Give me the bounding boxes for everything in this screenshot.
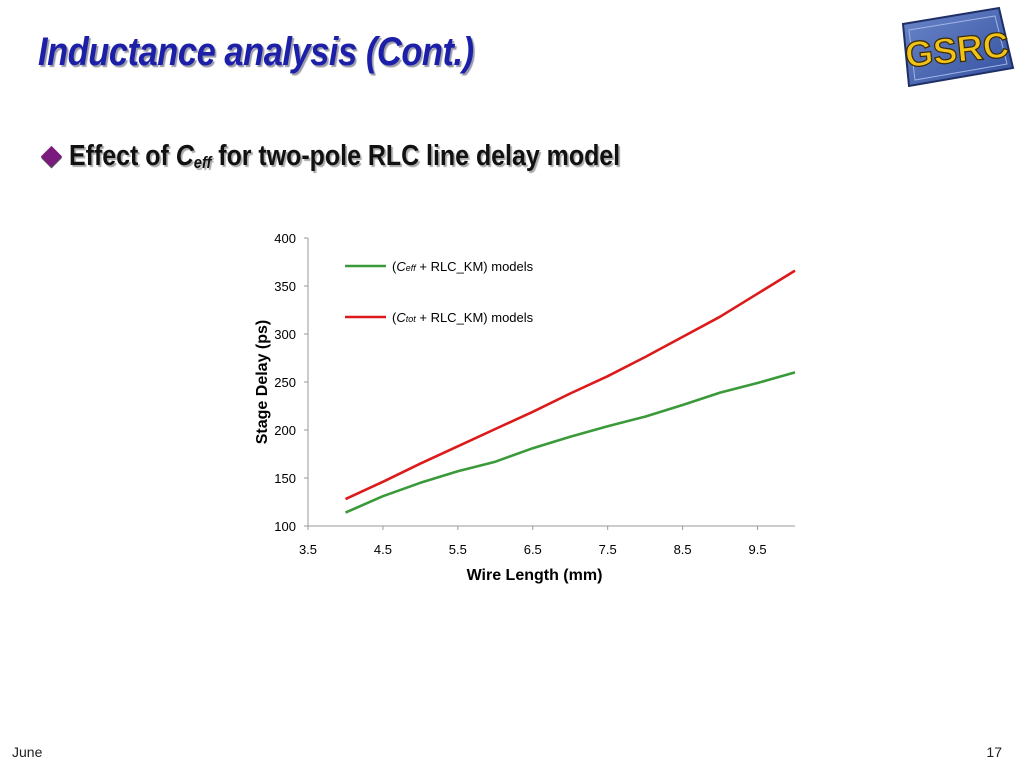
- y-axis-label: Stage Delay (ps): [254, 320, 271, 444]
- y-axis-ticks: 100 150 200 250 300 350 400: [274, 231, 308, 534]
- y-tick-label: 300: [274, 327, 296, 342]
- legend-name-prefix: (: [392, 310, 397, 325]
- legend-name-sub: tot: [406, 314, 417, 324]
- diamond-bullet-icon: [40, 145, 63, 167]
- x-tick-label: 6.5: [524, 542, 542, 557]
- y-tick-label: 400: [274, 231, 296, 246]
- legend-name-sub: eff: [406, 263, 418, 273]
- chart-axes: [307, 238, 795, 527]
- legend-name-suffix: + RLC_KM) models: [416, 259, 534, 274]
- series-line-tot: [344, 269, 796, 501]
- chart-legend: (Ceff + RLC_KM) models(Ctot + RLC_KM) mo…: [345, 259, 534, 325]
- series-line-eff: [344, 371, 796, 514]
- series-lines: [344, 269, 796, 514]
- bullet-text: Effect of Ceff for two-pole RLC line del…: [69, 140, 620, 173]
- x-tick-label: 8.5: [674, 542, 692, 557]
- legend-name-symbol: C: [396, 310, 406, 325]
- legend-name-symbol: C: [396, 259, 406, 274]
- y-tick-label: 250: [274, 375, 296, 390]
- footer-date: June: [12, 744, 43, 760]
- y-tick-label: 100: [274, 519, 296, 534]
- bullet-prefix: Effect of: [69, 139, 176, 172]
- bullet-suffix: for two-pole RLC line delay model: [211, 139, 621, 172]
- bullet-point: Effect of Ceff for two-pole RLC line del…: [40, 136, 710, 176]
- gsrc-logo: GSRC: [901, 6, 1015, 88]
- x-axis-label: Wire Length (mm): [467, 567, 603, 584]
- bullet-symbol: C: [175, 139, 194, 172]
- x-tick-label: 5.5: [449, 542, 467, 557]
- x-axis-ticks: 3.5 4.5 5.5 6.5 7.5 8.5 9.5: [299, 526, 767, 557]
- y-tick-label: 350: [274, 279, 296, 294]
- y-tick-label: 200: [274, 423, 296, 438]
- x-tick-label: 4.5: [374, 542, 392, 557]
- legend-name-prefix: (: [392, 259, 397, 274]
- page-number: 17: [986, 744, 1002, 760]
- x-tick-label: 7.5: [599, 542, 617, 557]
- slide-title: Inductance analysis (Cont.): [38, 30, 474, 74]
- x-tick-label: 3.5: [299, 542, 317, 557]
- legend-name-suffix: + RLC_KM) models: [416, 310, 534, 325]
- y-tick-label: 150: [274, 471, 296, 486]
- legend-label-eff: (Ceff + RLC_KM) models: [392, 259, 534, 274]
- delay-chart: 100 150 200 250 300 350 400 3.5 4.5 5.5 6.5 7.5 8.5…: [254, 231, 796, 584]
- legend-label-tot: (Ctot + RLC_KM) models: [392, 310, 534, 325]
- bullet-subscript: eff: [193, 152, 212, 172]
- x-tick-label: 9.5: [748, 542, 766, 557]
